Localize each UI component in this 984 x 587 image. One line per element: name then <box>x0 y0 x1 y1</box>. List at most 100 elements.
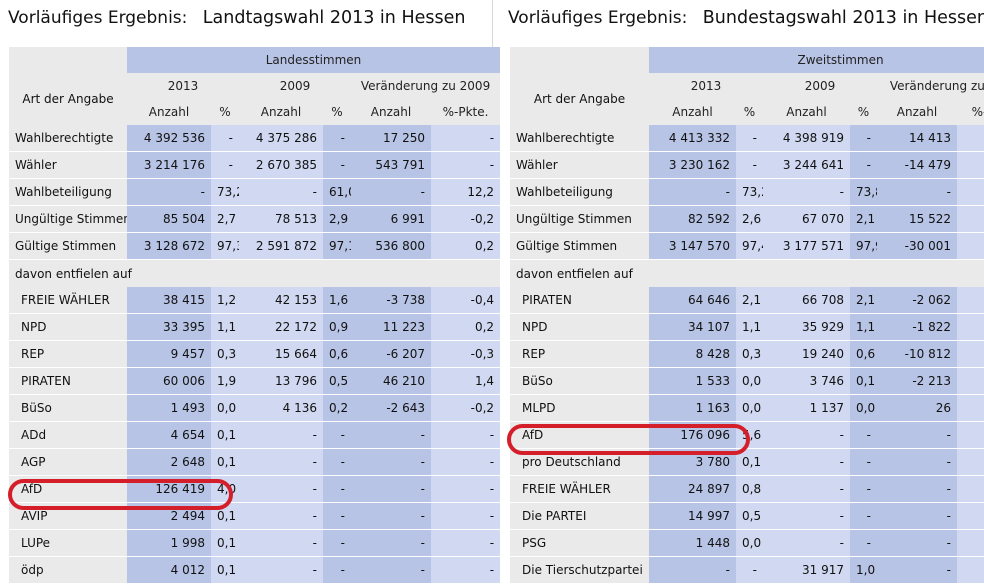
party-row: NPD 33 395 1,1 22 172 0,9 11 223 0,2 <box>9 314 501 341</box>
value-cell: - <box>957 503 984 530</box>
section-header: Landesstimmen <box>127 47 501 73</box>
value-cell: 6 991 <box>351 206 431 233</box>
value-cell: 14 997 <box>649 503 736 530</box>
value-cell: - <box>431 449 501 476</box>
row-label: NPD <box>510 314 649 341</box>
row-label: FREIE WÄHLER <box>9 287 127 314</box>
value-cell: 9 457 <box>127 341 211 368</box>
row-label: PSG <box>510 530 649 557</box>
value-cell: 536 800 <box>351 233 431 260</box>
subheader-cell: % <box>211 99 239 125</box>
value-cell: -0,5 <box>957 233 984 260</box>
value-cell: - <box>850 125 877 152</box>
value-cell: 26 <box>877 395 957 422</box>
row-label: Wahlbeteiligung <box>9 179 127 206</box>
summary-row: Wähler 3 214 176-2 670 385-543 791- <box>9 152 501 179</box>
value-cell: - <box>351 179 431 206</box>
bundestagswahl-title: Vorläufiges Ergebnis: Bundestagswahl 201… <box>508 8 984 28</box>
value-cell: 15 664 <box>239 341 323 368</box>
value-cell: 14 413 <box>877 125 957 152</box>
value-cell: - <box>877 503 957 530</box>
party-row: PIRATEN 60 006 1,9 13 796 0,5 46 210 1,4 <box>9 368 501 395</box>
value-cell: - <box>877 179 957 206</box>
value-cell: - <box>239 503 323 530</box>
col-art-header: Art der Angabe <box>510 73 649 125</box>
value-cell: - <box>850 530 877 557</box>
subheader-cell: Anzahl <box>877 99 957 125</box>
value-cell: 1,4 <box>431 368 501 395</box>
year-header: 2009 <box>239 73 351 99</box>
subheader-cell: Anzahl <box>239 99 323 125</box>
value-cell: 0,0 <box>736 368 763 395</box>
value-cell: 97,4 <box>736 233 763 260</box>
value-cell: 24 897 <box>649 476 736 503</box>
value-cell: - <box>431 503 501 530</box>
value-cell: 42 153 <box>239 287 323 314</box>
value-cell: 2,1 <box>850 206 877 233</box>
value-cell: -1 822 <box>877 314 957 341</box>
value-cell: 2 591 872 <box>239 233 323 260</box>
subheader-cell: Anzahl <box>127 99 211 125</box>
value-cell: 15 522 <box>877 206 957 233</box>
value-cell: -10 812 <box>877 341 957 368</box>
row-label: REP <box>510 341 649 368</box>
value-cell: 2 648 <box>127 449 211 476</box>
value-cell: 1,1 <box>736 314 763 341</box>
davon-label: davon entfielen auf <box>9 260 501 287</box>
value-cell: - <box>431 422 501 449</box>
value-cell: - <box>323 503 351 530</box>
value-cell: 0,2 <box>431 233 501 260</box>
value-cell: 1 533 <box>649 368 736 395</box>
subheader-cell: % <box>736 99 763 125</box>
value-cell: - <box>431 125 501 152</box>
row-label: REP <box>9 341 127 368</box>
value-cell: 82 592 <box>649 206 736 233</box>
row-label: PIRATEN <box>510 287 649 314</box>
landtagswahl-title: Vorläufiges Ergebnis: Landtagswahl 2013 … <box>8 8 465 28</box>
party-row: ödp 4 012 0,1- - - - <box>9 557 501 584</box>
value-cell: -3 738 <box>351 287 431 314</box>
value-cell: 13 796 <box>239 368 323 395</box>
row-label: Die PARTEI <box>510 503 649 530</box>
value-cell: 35 929 <box>763 314 850 341</box>
value-cell: -0,6 <box>957 179 984 206</box>
value-cell: 34 107 <box>649 314 736 341</box>
year-header: Veränderung zu 2009 <box>877 73 984 99</box>
value-cell: 0,0 <box>850 395 877 422</box>
value-cell: - <box>649 557 736 584</box>
value-cell: - <box>431 152 501 179</box>
row-label: ödp <box>9 557 127 584</box>
value-cell: 22 172 <box>239 314 323 341</box>
subheader-cell: Anzahl <box>763 99 850 125</box>
value-cell: 3 230 162 <box>649 152 736 179</box>
value-cell: - <box>431 557 501 584</box>
value-cell: - <box>323 530 351 557</box>
value-cell: - <box>850 476 877 503</box>
value-cell: -0,3 <box>957 341 984 368</box>
value-cell: 73,2 <box>736 179 763 206</box>
row-label: Die Tierschutzpartei <box>510 557 649 584</box>
value-cell: 97,1 <box>323 233 351 260</box>
value-cell: 46 210 <box>351 368 431 395</box>
value-cell: 3 128 672 <box>127 233 211 260</box>
value-cell: - <box>351 557 431 584</box>
landtagswahl-table: Landesstimmen Art der Angabe 2013 2009 Verän… <box>9 47 501 584</box>
value-cell: 31 917 <box>763 557 850 584</box>
party-row: AGP 2 648 0,1- - - - <box>9 449 501 476</box>
header-blank <box>510 47 649 73</box>
row-label: Wähler <box>9 152 127 179</box>
value-cell: 0,0 <box>736 395 763 422</box>
section-header: Zweitstimmen <box>649 47 984 73</box>
value-cell: 1,0 <box>850 557 877 584</box>
davon-label: davon entfielen auf <box>510 260 984 287</box>
value-cell: 0,8 <box>736 476 763 503</box>
value-cell: 1,1 <box>211 314 239 341</box>
value-cell: 0,9 <box>323 314 351 341</box>
